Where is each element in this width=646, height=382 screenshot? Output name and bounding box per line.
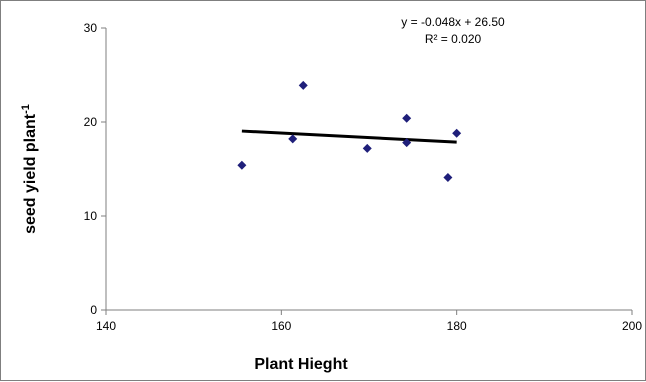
data-point	[402, 113, 412, 123]
trendline-group	[241, 129, 457, 144]
y-axis-title-superscript: -1	[20, 104, 32, 114]
y-tick-label: 30	[84, 21, 98, 35]
data-points	[237, 80, 462, 182]
data-point	[237, 160, 247, 170]
data-point	[362, 143, 372, 153]
trendline-r-squared: R² = 0.020	[425, 32, 482, 46]
data-point	[402, 138, 412, 148]
y-axis-title: seed yield plant-1	[20, 104, 39, 234]
x-tick-label: 180	[447, 319, 467, 333]
x-tick-label: 200	[622, 319, 642, 333]
y-axis-ticks: 0 10 20 30	[84, 21, 106, 317]
data-point	[288, 134, 298, 144]
axes	[105, 28, 632, 311]
x-axis-ticks: 140 160 180 200	[96, 310, 642, 333]
data-point	[298, 80, 308, 90]
x-tick-label: 160	[271, 319, 291, 333]
trendline	[241, 129, 457, 144]
y-tick-label: 20	[84, 115, 98, 129]
y-axis-title-text: seed yield plant	[22, 113, 39, 234]
y-tick-label: 10	[84, 209, 98, 223]
x-tick-label: 140	[96, 319, 116, 333]
x-axis-title: Plant Hieght	[254, 356, 348, 373]
trendline-equation: y = -0.048x + 26.50	[401, 15, 505, 29]
data-point	[452, 128, 462, 138]
data-point	[443, 172, 453, 182]
y-tick-label: 0	[90, 303, 97, 317]
